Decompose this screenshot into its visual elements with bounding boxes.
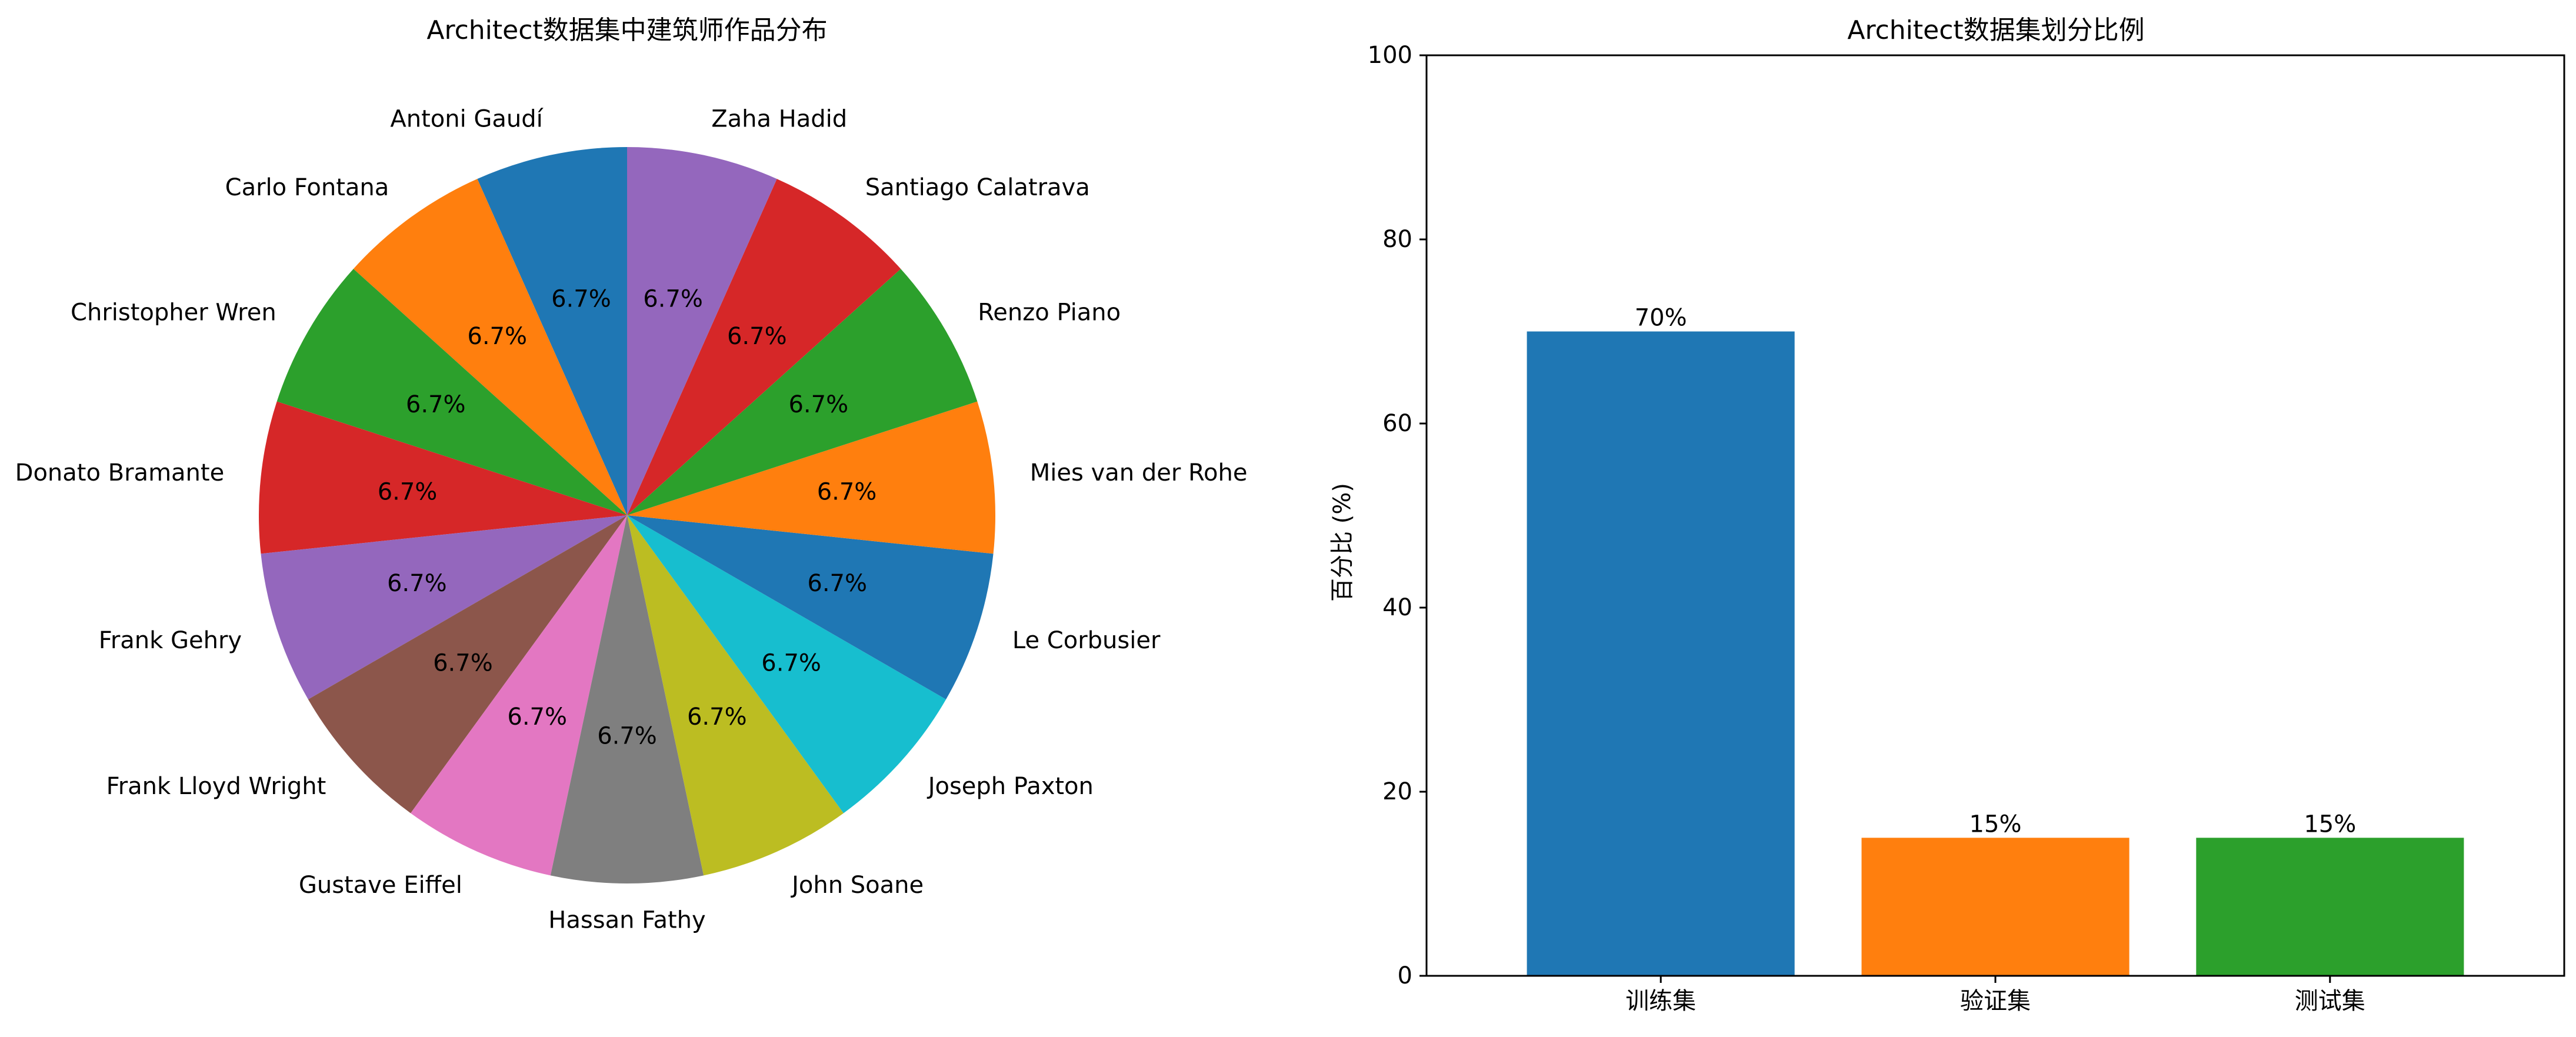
pie-slice-gustave-eiffel (411, 515, 627, 876)
pie-slice-renzo-piano (627, 269, 978, 515)
pie-slice-antoni-gaudi (477, 147, 627, 515)
bar-chart-title: Architect数据集划分比例 (1847, 15, 2144, 45)
pie-category-label-hassan-fathy: Hassan Fathy (548, 907, 705, 934)
pie-category-label-christopher-wren: Christopher Wren (71, 299, 276, 326)
y-tick-label: 80 (1382, 226, 1412, 253)
pie-slice-christopher-wren (276, 269, 627, 515)
y-tick-label: 40 (1382, 594, 1412, 621)
x-tick-label: 训练集 (1625, 988, 1696, 1015)
bar-chart-y-axis-label: 百分比 (%) (1329, 483, 1356, 602)
bar-chart: Architect数据集划分比例 70%15% 15% 020406080100 … (1329, 15, 2565, 1015)
pie-category-label-gustave-eiffel: Gustave Eiffel (299, 872, 462, 899)
pie-category-label-donato-bramante: Donato Bramante (15, 459, 225, 486)
pie-percent-label: 6.7% (817, 479, 877, 506)
pie-percent-label: 6.7% (433, 649, 493, 676)
pie-chart-title: Architect数据集中建筑师作品分布 (426, 15, 827, 45)
pie-category-label-frank-lloyd-wright: Frank Lloyd Wright (106, 773, 326, 800)
bar-value-label: 15% (1970, 811, 2022, 838)
bar-2 (1861, 838, 2130, 976)
pie-category-label-santiago-calatrava: Santiago Calatrava (865, 174, 1090, 201)
pie-slice-mies-van-der-rohe (627, 401, 995, 554)
pie-category-label-frank-gehry: Frank Gehry (99, 627, 242, 654)
pie-percent-label: 6.7% (727, 323, 787, 350)
pie-category-label-joseph-paxton: Joseph Paxton (927, 773, 1094, 800)
y-tick-label: 0 (1398, 962, 1412, 989)
pie-percent-label: 6.7% (387, 570, 447, 597)
pie-slice-santiago-calatrava (627, 179, 901, 515)
pie-slice-carlo-fontana (353, 179, 627, 515)
y-tick-label: 60 (1382, 410, 1412, 437)
pie-percent-label: 6.7% (551, 286, 611, 313)
pie-percent-label: 6.7% (687, 703, 747, 731)
pie-slice-john-soane (627, 515, 844, 876)
pie-percent-label: 6.7% (378, 479, 438, 506)
bar-chart-plot-frame (1425, 54, 2565, 977)
bar-value-label: 15% (2304, 811, 2356, 838)
pie-percent-label: 6.7% (467, 323, 527, 350)
bar-value-label: 70% (1635, 305, 1687, 332)
pie-category-label-renzo-piano: Renzo Piano (978, 299, 1121, 326)
pie-slice-le-corbusier (627, 515, 994, 699)
pie-percent-label: 6.7% (507, 703, 567, 731)
pie-percent-label: 6.7% (807, 570, 867, 597)
x-tick-label: 验证集 (1960, 988, 2031, 1015)
pie-slice-hassan-fathy (550, 515, 704, 883)
y-tick-label: 20 (1382, 778, 1412, 805)
pie-category-label-john-soane: John Soane (790, 872, 924, 899)
pie-category-label-mies-van-der-rohe: Mies van der Rohe (1030, 459, 1248, 486)
pie-chart: Architect数据集中建筑师作品分布 6.7% 6.7% 6.7% 6.7% 6.7… (15, 15, 1248, 934)
pie-category-label-zaha-hadid: Zaha Hadid (711, 105, 847, 132)
pie-slice-donato-bramante (259, 401, 627, 554)
pie-percent-label: 6.7% (788, 391, 848, 418)
x-tick-label: 测试集 (2295, 988, 2365, 1015)
pie-slice-frank-lloyd-wright (308, 515, 627, 813)
pie-slice-zaha-hadid (627, 147, 777, 515)
bar-3 (2196, 838, 2464, 976)
pie-category-label-antoni-gaudi: Antoni Gaudí (390, 105, 544, 132)
y-tick-label: 100 (1368, 42, 1412, 69)
pie-percent-label: 6.7% (406, 391, 466, 418)
pie-slice-frank-gehry (261, 515, 627, 699)
pie-percent-label: 6.7% (597, 723, 657, 750)
pie-category-label-carlo-fontana: Carlo Fontana (225, 174, 389, 201)
bar-1 (1527, 331, 1795, 976)
pie-percent-label: 6.7% (761, 649, 821, 676)
pie-category-label-le-corbusier: Le Corbusier (1012, 627, 1161, 654)
pie-slice-joseph-paxton (627, 515, 947, 813)
pie-percent-label: 6.7% (643, 286, 703, 313)
